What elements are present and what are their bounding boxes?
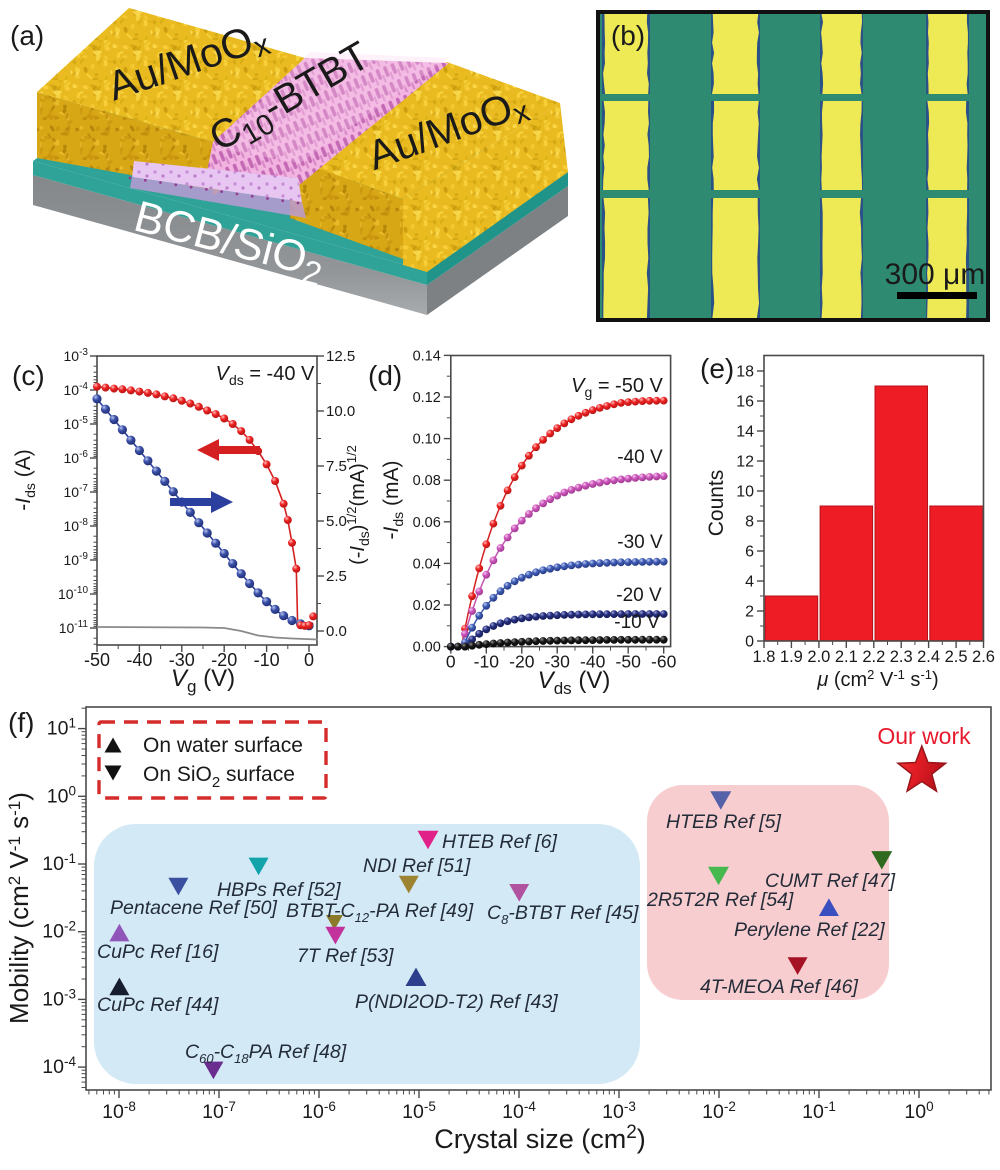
svg-text:4T-MEOA Ref [46]: 4T-MEOA Ref [46] — [700, 976, 858, 998]
svg-text:0.12: 0.12 — [413, 390, 441, 406]
svg-text:1.9: 1.9 — [780, 648, 803, 666]
svg-text:Vds = -40 V: Vds = -40 V — [216, 363, 315, 388]
svg-text:(f): (f) — [8, 707, 34, 738]
svg-text:0.10: 0.10 — [413, 432, 441, 448]
svg-text:10.0: 10.0 — [326, 403, 355, 420]
svg-text:-10 V: -10 V — [614, 612, 660, 633]
svg-text:0.00: 0.00 — [413, 640, 441, 656]
svg-text:C8-BTBT Ref [45]: C8-BTBT Ref [45] — [487, 902, 639, 927]
svg-text:Vg = -50 V: Vg = -50 V — [571, 375, 663, 400]
svg-text:16: 16 — [736, 394, 754, 411]
svg-text:Perylene Ref [22]: Perylene Ref [22] — [734, 919, 885, 941]
svg-text:4: 4 — [745, 574, 754, 591]
svg-text:HBPs Ref [52]: HBPs Ref [52] — [217, 879, 341, 901]
svg-text:2.5: 2.5 — [326, 568, 347, 585]
svg-text:7T Ref [53]: 7T Ref [53] — [297, 945, 394, 967]
svg-text:BTBT-C12-PA Ref [49]: BTBT-C12-PA Ref [49] — [286, 900, 474, 925]
svg-text:HTEB Ref [5]: HTEB Ref [5] — [666, 811, 781, 833]
svg-text:-30: -30 — [169, 650, 195, 670]
svg-text:10: 10 — [736, 484, 754, 501]
svg-text:-10: -10 — [254, 650, 280, 670]
svg-text:2.6: 2.6 — [972, 648, 995, 666]
svg-text:Our work: Our work — [877, 723, 971, 749]
svg-text:-10: -10 — [474, 652, 500, 672]
svg-text:Crystal size (cm2): Crystal size (cm2) — [434, 1122, 646, 1154]
svg-text:2R5T2R Ref [54]: 2R5T2R Ref [54] — [646, 889, 794, 911]
svg-text:300 μm: 300 μm — [885, 258, 986, 291]
svg-text:CuPc Ref [16]: CuPc Ref [16] — [97, 941, 219, 963]
svg-text:μ (cm2 V-1 s-1): μ (cm2 V-1 s-1) — [816, 667, 938, 691]
svg-text:2.5: 2.5 — [945, 648, 968, 666]
svg-text:NDI Ref [51]: NDI Ref [51] — [363, 855, 471, 877]
svg-text:8: 8 — [745, 514, 754, 531]
svg-text:CUMT Ref [47]: CUMT Ref [47] — [765, 870, 896, 892]
svg-text:HTEB Ref [6]: HTEB Ref [6] — [442, 831, 557, 853]
svg-text:1.8: 1.8 — [753, 648, 776, 666]
svg-text:-20 V: -20 V — [616, 585, 662, 606]
svg-text:Vds (V): Vds (V) — [538, 667, 611, 698]
svg-text:-40: -40 — [580, 652, 606, 672]
svg-text:(d): (d) — [368, 360, 402, 391]
svg-text:2.4: 2.4 — [917, 648, 940, 666]
svg-text:-Ids (mA): -Ids (mA) — [380, 461, 406, 540]
svg-text:Counts: Counts — [705, 470, 728, 537]
svg-text:2.3: 2.3 — [890, 648, 913, 666]
svg-text:10-3: 10-3 — [42, 986, 76, 1010]
svg-text:-20: -20 — [211, 650, 237, 670]
svg-text:Pentacene Ref [50]: Pentacene Ref [50] — [110, 897, 278, 919]
svg-text:2.1: 2.1 — [835, 648, 858, 666]
svg-text:14: 14 — [736, 424, 754, 441]
svg-text:2: 2 — [745, 604, 754, 621]
svg-text:-40 V: -40 V — [617, 447, 663, 468]
svg-text:0.08: 0.08 — [413, 473, 441, 489]
svg-text:0.06: 0.06 — [413, 515, 441, 531]
svg-text:10-5: 10-5 — [402, 1099, 436, 1123]
svg-text:10-2: 10-2 — [702, 1099, 736, 1123]
svg-text:(e): (e) — [700, 353, 734, 384]
svg-text:CuPc Ref [44]: CuPc Ref [44] — [97, 994, 219, 1016]
svg-text:-40: -40 — [126, 650, 152, 670]
svg-text:Mobility (cm2 V-1 s-1): Mobility (cm2 V-1 s-1) — [4, 792, 34, 1024]
svg-text:-50: -50 — [616, 652, 642, 672]
svg-text:Vg (V): Vg (V) — [171, 665, 235, 696]
svg-text:0: 0 — [745, 634, 754, 651]
svg-text:C60-C18PA Ref [48]: C60-C18PA Ref [48] — [185, 1041, 347, 1066]
svg-text:0.14: 0.14 — [413, 348, 441, 364]
svg-text:-30 V: -30 V — [617, 532, 663, 553]
svg-text:(c): (c) — [12, 360, 45, 391]
svg-text:0: 0 — [446, 652, 456, 672]
svg-text:12.5: 12.5 — [326, 348, 355, 365]
svg-text:-30: -30 — [545, 652, 571, 672]
svg-text:18: 18 — [736, 364, 754, 381]
svg-text:2.2: 2.2 — [862, 648, 885, 666]
svg-text:0: 0 — [304, 650, 314, 670]
svg-text:7.5: 7.5 — [326, 458, 347, 475]
svg-text:On water surface: On water surface — [143, 734, 303, 757]
svg-text:(b): (b) — [611, 20, 645, 51]
svg-text:(a): (a) — [10, 20, 44, 51]
svg-text:-20: -20 — [509, 652, 535, 672]
svg-text:12: 12 — [736, 454, 754, 471]
svg-text:0.0: 0.0 — [326, 623, 347, 640]
svg-text:2.0: 2.0 — [807, 648, 830, 666]
svg-text:6: 6 — [745, 544, 754, 561]
svg-text:0.02: 0.02 — [413, 598, 441, 614]
svg-text:P(NDI2OD-T2) Ref [43]: P(NDI2OD-T2) Ref [43] — [355, 991, 558, 1013]
svg-text:5.0: 5.0 — [326, 513, 347, 530]
svg-text:-50: -50 — [84, 650, 110, 670]
svg-text:-60: -60 — [651, 652, 677, 672]
svg-text:0.04: 0.04 — [413, 556, 441, 572]
svg-text:-Ids (A): -Ids (A) — [12, 449, 38, 510]
